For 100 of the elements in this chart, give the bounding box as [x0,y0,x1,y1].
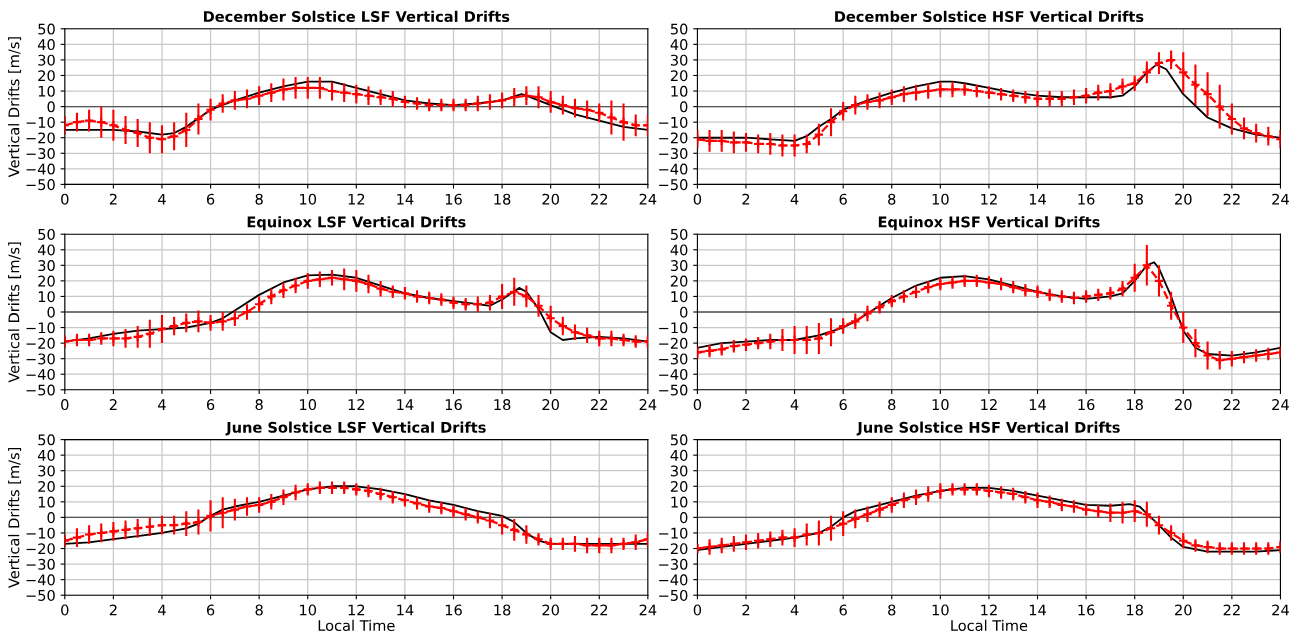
x-tick-label: 14 [1029,399,1046,410]
x-tick-label: 10 [300,193,317,205]
y-tick-label: 10 [671,291,688,303]
y-tick-label: 0 [680,512,688,524]
y-tick-label: −50 [26,179,55,191]
x-tick-label: 18 [1127,399,1143,411]
x-tick-label: 4 [158,399,166,410]
y-tick-label: 30 [670,260,688,272]
y-tick-label: −20 [26,543,55,555]
x-tick-label: 24 [1272,399,1289,410]
x-tick-label: 2 [742,193,750,205]
x-tick-label: 10 [300,604,317,616]
x-tick-label: 22 [1223,604,1240,616]
x-tick-label: 14 [397,604,414,616]
x-tick-label: 8 [888,604,896,616]
x-tick-label: 4 [158,604,166,616]
y-tick-label: 50 [670,434,688,446]
y-tick-label: 0 [47,101,55,113]
y-tick-label: 50 [38,23,55,35]
y-tick-label: 0 [47,512,55,524]
y-tick-label: 20 [38,480,55,493]
y-tick-label: −30 [659,353,688,365]
y-tick-label: −10 [26,322,55,334]
x-tick-label: 22 [591,193,608,205]
y-tick-label: −10 [659,527,688,539]
x-tick-label: 14 [1029,193,1046,205]
y-tick-label: −50 [26,589,55,601]
x-tick-label: 22 [1223,193,1240,205]
y-tick-label: 30 [670,54,688,66]
x-tick-label: 6 [206,399,215,411]
x-tick-label: 24 [639,604,657,616]
x-tick-label: 10 [300,399,317,411]
x-tick-label: 16 [445,193,462,205]
y-tick-label: 20 [670,275,688,287]
y-tick-label: −20 [659,132,688,144]
y-tick-label: −30 [26,558,55,570]
x-tick-label: 8 [888,193,896,205]
x-tick-label: 2 [742,604,750,616]
x-tick-label: 10 [932,604,949,616]
chart-title: December Solstice HSF Vertical Drifts [835,10,1144,23]
x-tick-label: 14 [397,193,414,205]
x-tick-label: 22 [591,399,608,410]
x-tick-label: 16 [1078,604,1095,616]
x-tick-label: 16 [1078,399,1095,411]
x-tick-label: 0 [61,399,69,411]
chart-title: Equinox LSF Vertical Drifts [247,216,466,231]
y-tick-label: 10 [38,85,55,97]
x-tick-label: 2 [109,193,117,205]
y-tick-label: 20 [38,70,55,82]
x-tick-label: 16 [1078,193,1095,205]
y-tick-label: −50 [659,384,688,396]
x-tick-label: 12 [981,399,997,410]
x-tick-label: 4 [790,604,799,616]
y-axis-title: Vertical Drifts [m/s] [8,447,22,588]
x-tick-label: 20 [1175,399,1192,411]
y-tick-label: 40 [670,39,688,51]
x-tick-label: 12 [981,604,997,616]
y-tick-label: −50 [659,179,688,191]
x-tick-label: 20 [542,399,559,411]
y-tick-label: 50 [38,434,55,446]
x-tick-label: 18 [1127,604,1143,616]
y-tick-label: −30 [659,558,688,570]
x-tick-label: 8 [255,193,263,205]
x-tick-label: 20 [542,193,559,205]
y-tick-label: 20 [670,480,688,493]
y-tick-label: 40 [37,244,55,256]
y-tick-label: −40 [26,574,55,586]
x-tick-label: 10 [932,193,949,205]
y-tick-label: −40 [26,163,55,175]
x-tick-label: 18 [494,604,511,616]
x-tick-label: 24 [1272,193,1289,205]
y-tick-label: −40 [659,368,688,380]
y-tick-label: 10 [671,496,688,508]
x-tick-label: 0 [61,193,69,205]
chart-title: Equinox HSF Vertical Drifts [878,216,1100,231]
y-tick-label: 10 [671,85,688,97]
y-tick-label: −20 [26,337,55,349]
x-tick-label: 0 [693,604,702,616]
x-tick-label: 10 [932,399,949,411]
x-axis-title: Local Time [318,619,395,632]
x-tick-label: 8 [888,399,896,411]
y-tick-label: 30 [38,54,55,66]
y-tick-label: −10 [659,116,688,128]
x-tick-label: 0 [61,604,69,616]
y-tick-label: 20 [670,70,688,82]
y-tick-label: −40 [659,574,688,586]
x-tick-label: 2 [109,604,117,616]
y-tick-label: −40 [26,368,55,380]
x-tick-label: 24 [639,399,657,410]
y-tick-label: −20 [26,132,55,144]
x-tick-label: 16 [445,604,462,616]
x-tick-label: 4 [790,193,799,205]
chart-title: December Solstice LSF Vertical Drifts [203,10,510,23]
x-tick-label: 6 [839,193,847,205]
x-tick-label: 20 [1175,604,1192,616]
x-tick-label: 0 [693,399,702,411]
y-tick-label: 40 [37,449,55,461]
x-tick-label: 12 [348,399,365,410]
y-tick-label: 30 [38,260,55,272]
y-tick-label: 20 [38,275,55,287]
